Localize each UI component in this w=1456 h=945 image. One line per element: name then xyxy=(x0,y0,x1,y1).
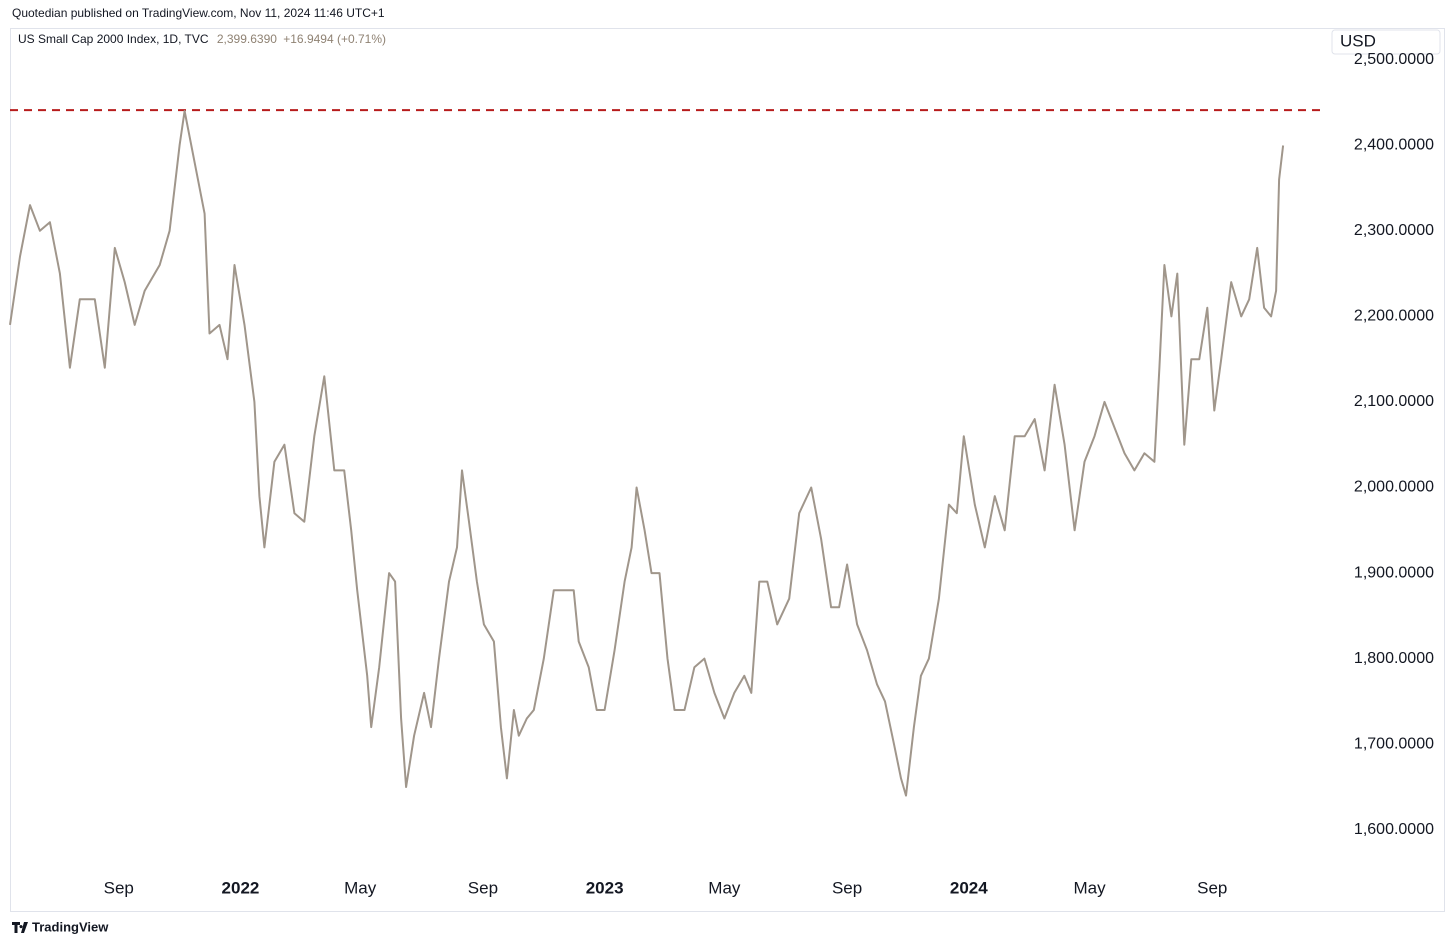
y-tick-label: 2,000.0000 xyxy=(1354,479,1434,496)
x-tick-label: May xyxy=(1073,878,1106,897)
legend-last: 2,399.6390 xyxy=(217,32,277,46)
x-tick-label: May xyxy=(344,878,377,897)
currency[interactable]: USD xyxy=(1340,31,1376,50)
y-tick-label: 1,900.0000 xyxy=(1354,564,1434,581)
x-tick-label: 2024 xyxy=(950,878,988,897)
x-tick-label: 2022 xyxy=(222,878,260,897)
header: Quotedian published on TradingView.com, … xyxy=(12,6,385,20)
currency-box[interactable] xyxy=(1331,29,1441,55)
y-tick-label: 1,700.0000 xyxy=(1354,735,1434,752)
legend: US Small Cap 2000 Index, 1D, TVC 2,399.6… xyxy=(18,32,386,46)
y-tick-label: 2,300.0000 xyxy=(1354,222,1434,239)
y-tick-label: 1,600.0000 xyxy=(1354,821,1434,838)
x-tick-label: Sep xyxy=(104,878,134,897)
x-tick-label: Sep xyxy=(468,878,498,897)
brand-logo xyxy=(12,922,28,933)
y-tick-label: 2,400.0000 xyxy=(1354,136,1434,153)
x-tick-label: Sep xyxy=(1197,878,1227,897)
x-tick-label: 2023 xyxy=(586,878,624,897)
x-tick-label: May xyxy=(708,878,741,897)
legend-name: US Small Cap 2000 Index, 1D, TVC xyxy=(18,32,209,46)
price-line xyxy=(9,110,1285,797)
plot-area xyxy=(9,109,1325,797)
y-tick-label: 2,100.0000 xyxy=(1354,393,1434,410)
x-tick-label: Sep xyxy=(832,878,862,897)
legend-change: +16.9494 (+0.71%) xyxy=(283,32,386,46)
chart-frame xyxy=(10,28,1445,912)
brand: TradingView xyxy=(32,919,109,934)
y-tick-label: 2,200.0000 xyxy=(1354,308,1434,325)
y-tick-label: 1,800.0000 xyxy=(1354,650,1434,667)
y-tick-label: 2,500.0000 xyxy=(1354,51,1434,68)
